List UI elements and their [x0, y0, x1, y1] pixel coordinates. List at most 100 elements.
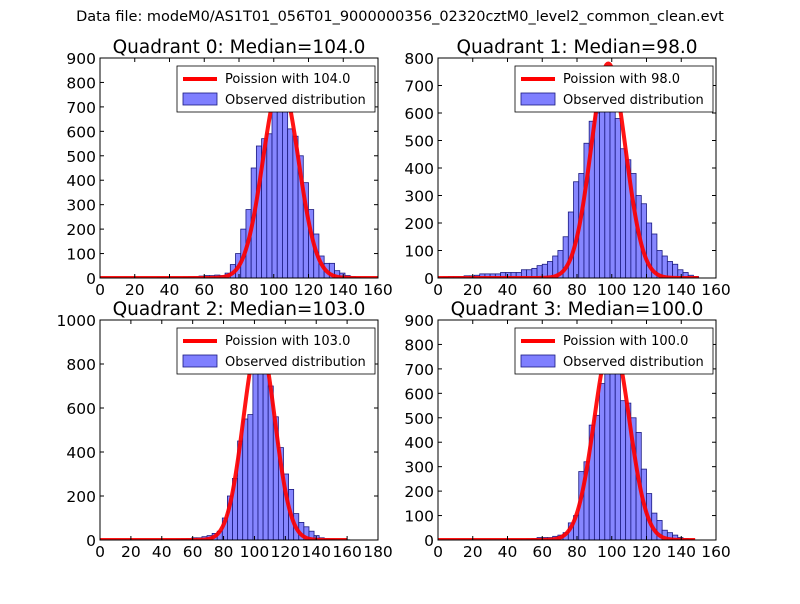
legend: Poission with 100.0 Observed distribution [515, 328, 713, 374]
x-tick-label: 100 [259, 281, 289, 299]
legend: Poission with 98.0 Observed distribution [515, 66, 713, 112]
x-tick-label: 80 [214, 543, 234, 561]
histogram-bars [100, 90, 366, 278]
histogram-bar [620, 401, 625, 540]
y-tick-label: 200 [66, 221, 96, 239]
x-tick-label: 80 [567, 543, 587, 561]
legend-bar-swatch [521, 93, 555, 105]
panel-title: Quadrant 2: Median=103.0 [113, 299, 366, 320]
legend-bar-label: Observed distribution [563, 93, 704, 108]
x-tick-label: 80 [229, 281, 249, 299]
x-tick-label: 160 [701, 281, 731, 299]
y-tick-label: 500 [66, 148, 96, 166]
histogram-bar [282, 112, 287, 278]
y-tick-label: 0 [86, 532, 96, 550]
y-tick-label: 400 [66, 172, 96, 190]
legend-line-label: Poission with 98.0 [563, 72, 680, 87]
x-tick-label: 0 [95, 543, 105, 561]
x-tick-label: 20 [125, 281, 145, 299]
legend-bar-label: Observed distribution [225, 93, 366, 108]
histogram-bar [248, 415, 253, 540]
histogram-bar [615, 119, 620, 279]
x-tick-label: 120 [632, 543, 662, 561]
x-tick-label: 140 [301, 543, 331, 561]
y-tick-label: 1000 [57, 312, 96, 330]
y-tick-label: 600 [404, 105, 434, 123]
y-tick-label: 400 [404, 434, 434, 452]
y-tick-label: 400 [66, 444, 96, 462]
y-tick-label: 800 [66, 356, 96, 374]
histogram-bar [594, 415, 599, 540]
x-tick-label: 20 [121, 543, 141, 561]
histogram-bar [277, 109, 282, 278]
y-tick-label: 300 [404, 459, 434, 477]
y-tick-label: 300 [404, 188, 434, 206]
y-tick-label: 600 [404, 385, 434, 403]
histogram-bar [267, 134, 272, 278]
x-tick-label: 100 [597, 543, 627, 561]
legend: Poission with 104.0 Observed distribution [177, 66, 375, 112]
x-tick-label: 60 [532, 543, 552, 561]
figure-supertitle: Data file: modeM0/AS1T01_056T01_90000003… [0, 9, 800, 25]
y-tick-label: 300 [66, 197, 96, 215]
y-tick-label: 500 [404, 133, 434, 151]
y-tick-label: 800 [404, 50, 434, 68]
x-tick-label: 40 [160, 281, 180, 299]
histogram-bar [600, 384, 605, 540]
histogram-bar [243, 419, 248, 540]
legend-bar-swatch [183, 355, 217, 367]
legend-line-label: Poission with 104.0 [225, 72, 350, 87]
x-tick-label: 120 [294, 281, 324, 299]
y-tick-label: 200 [66, 488, 96, 506]
y-tick-label: 0 [424, 532, 434, 550]
y-tick-label: 900 [66, 50, 96, 68]
legend-line-label: Poission with 100.0 [563, 334, 688, 349]
histogram-bar [594, 113, 599, 278]
legend-line-label: Poission with 103.0 [225, 334, 350, 349]
histogram-bar [263, 364, 268, 540]
panel-title: Quadrant 0: Median=104.0 [113, 37, 366, 58]
y-tick-label: 600 [66, 400, 96, 418]
y-tick-label: 700 [404, 78, 434, 96]
y-tick-label: 100 [66, 246, 96, 264]
x-tick-label: 80 [567, 281, 587, 299]
panel-title: Quadrant 1: Median=98.0 [456, 37, 697, 58]
x-tick-label: 0 [95, 281, 105, 299]
y-tick-label: 100 [404, 508, 434, 526]
x-tick-label: 120 [632, 281, 662, 299]
histogram-bar [288, 129, 293, 278]
panel-title: Quadrant 3: Median=100.0 [451, 299, 704, 320]
x-tick-label: 0 [433, 281, 443, 299]
histogram-bar [620, 149, 625, 278]
legend-bar-swatch [521, 355, 555, 367]
y-tick-label: 0 [424, 270, 434, 288]
x-tick-label: 40 [152, 543, 172, 561]
y-tick-label: 700 [66, 99, 96, 117]
y-tick-label: 500 [404, 410, 434, 428]
x-tick-label: 120 [271, 543, 301, 561]
histogram-bar [615, 354, 620, 540]
y-tick-label: 400 [404, 160, 434, 178]
histogram-bar [568, 212, 573, 278]
x-tick-label: 0 [433, 543, 443, 561]
y-tick-label: 200 [404, 215, 434, 233]
x-tick-label: 60 [532, 281, 552, 299]
legend-bar-label: Observed distribution [563, 355, 704, 370]
x-tick-label: 20 [463, 281, 483, 299]
x-tick-label: 20 [463, 543, 483, 561]
legend-bar-label: Observed distribution [225, 355, 366, 370]
y-tick-label: 700 [404, 361, 434, 379]
x-tick-label: 40 [498, 281, 518, 299]
histogram-bar [272, 90, 277, 278]
y-tick-label: 100 [404, 243, 434, 261]
x-tick-label: 160 [363, 281, 393, 299]
legend-bar-swatch [183, 93, 217, 105]
x-tick-label: 60 [183, 543, 203, 561]
x-tick-label: 160 [332, 543, 362, 561]
x-tick-label: 140 [328, 281, 358, 299]
